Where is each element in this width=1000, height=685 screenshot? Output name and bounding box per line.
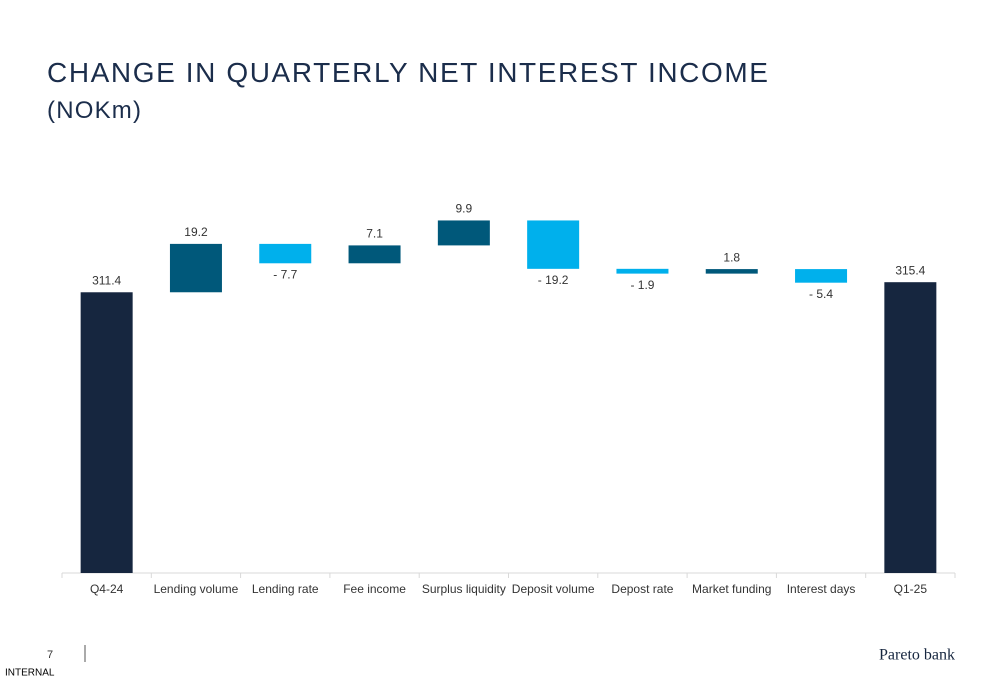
- data-label: 1.8: [723, 250, 740, 264]
- data-label: - 1.9: [630, 278, 654, 292]
- x-tick-label: Interest days: [787, 582, 856, 596]
- bar: [348, 245, 401, 264]
- page-number: 7: [47, 649, 53, 661]
- bar: [616, 268, 669, 274]
- bar: [437, 220, 490, 246]
- x-tick-label: Lending rate: [252, 582, 319, 596]
- data-label: - 19.2: [538, 273, 569, 287]
- data-label: 19.2: [184, 225, 208, 239]
- data-label: 311.4: [92, 273, 121, 287]
- x-tick-label: Lending volume: [154, 582, 239, 596]
- bar: [527, 220, 580, 269]
- bar: [705, 269, 758, 274]
- classification: INTERNAL: [5, 668, 55, 679]
- bar: [259, 243, 312, 264]
- x-tick-label: Market funding: [692, 582, 771, 596]
- x-tick-label: Fee income: [343, 582, 406, 596]
- bar: [884, 282, 937, 573]
- bar: [80, 292, 133, 573]
- data-label: - 7.7: [273, 267, 297, 281]
- data-label: 9.9: [456, 202, 473, 216]
- brand-logo: Pareto bank: [879, 647, 955, 664]
- chart-title: CHANGE IN QUARTERLY NET INTEREST INCOME: [47, 57, 770, 88]
- x-tick-label: Q4-24: [90, 582, 124, 596]
- x-tick-label: Depost rate: [611, 582, 673, 596]
- data-label: 7.1: [366, 227, 383, 241]
- bar: [169, 243, 222, 293]
- data-label: - 5.4: [809, 287, 833, 301]
- x-tick-label: Deposit volume: [512, 582, 595, 596]
- x-tick-label: Q1-25: [894, 582, 928, 596]
- bar: [795, 269, 848, 283]
- chart-subtitle: (NOKm): [47, 97, 142, 124]
- x-tick-label: Surplus liquidity: [422, 582, 506, 596]
- data-label: 315.4: [895, 263, 925, 277]
